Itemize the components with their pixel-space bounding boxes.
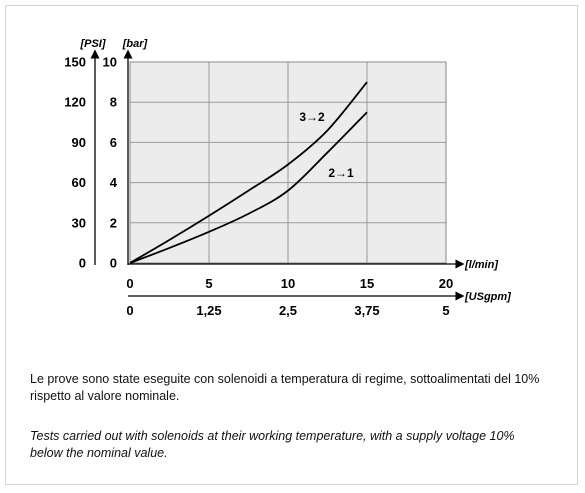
y-tick-psi: 30	[72, 215, 86, 230]
y-tick-bar: 0	[110, 256, 117, 271]
x-tick-usgpm: 0	[126, 303, 133, 318]
y-tick-psi: 90	[72, 135, 86, 150]
x-tick-usgpm: 2,5	[279, 303, 297, 318]
y-tick-psi: 60	[72, 175, 86, 190]
plot-border	[129, 61, 447, 264]
y-axis-label-psi: [PSI]	[79, 38, 105, 50]
series-lines: 3→2 2→1	[129, 81, 368, 264]
series-label-1: 3→2	[299, 110, 325, 124]
axes	[90, 49, 465, 301]
x-tick-lmin: 15	[360, 276, 374, 291]
caption-english: Tests carried out with solenoids at thei…	[30, 429, 515, 460]
x-axis-label-usgpm: [USgpm]	[464, 291, 511, 303]
caption-italian: Le prove sono state eseguite con solenoi…	[30, 372, 540, 403]
x-tick-lmin: 20	[439, 276, 453, 291]
x-tick-lmin: 0	[126, 276, 133, 291]
axis-labels: [PSI] [bar] [l/min] [USgpm]	[79, 38, 511, 303]
x-tick-usgpm: 1,25	[196, 303, 221, 318]
y-tick-bar: 2	[110, 215, 117, 230]
y-tick-bar: 8	[110, 95, 117, 110]
series-label-2: 2→1	[328, 166, 354, 180]
y-tick-bar: 10	[103, 55, 117, 70]
series-line-2	[129, 111, 368, 264]
x-tick-usgpm: 5	[442, 303, 449, 318]
x-tick-lmin: 10	[281, 276, 295, 291]
y-tick-bar: 6	[110, 135, 117, 150]
y-tick-bar: 4	[110, 175, 118, 190]
gridlines	[129, 61, 447, 264]
y-tick-psi: 150	[64, 55, 86, 70]
x-tick-lmin: 5	[205, 276, 212, 291]
x-axis-label-lmin: [l/min]	[464, 259, 498, 271]
tick-labels: 0 2 4 6 8 10 0 30 60 90 120 150 0 5 10 15 20 0 1,25 2,5 3,75…	[64, 55, 453, 319]
x-tick-usgpm: 3,75	[354, 303, 379, 318]
pressure-drop-chart: 0 2 4 6 8 10 0 30 60 90 120 150 0 5 10 15 20 0 1,25 2,5 3,75…	[64, 38, 511, 319]
y-tick-psi: 0	[79, 256, 86, 271]
y-axis-label-bar: [bar]	[122, 38, 148, 50]
series-line-1	[129, 81, 368, 264]
y-tick-psi: 120	[64, 95, 86, 110]
